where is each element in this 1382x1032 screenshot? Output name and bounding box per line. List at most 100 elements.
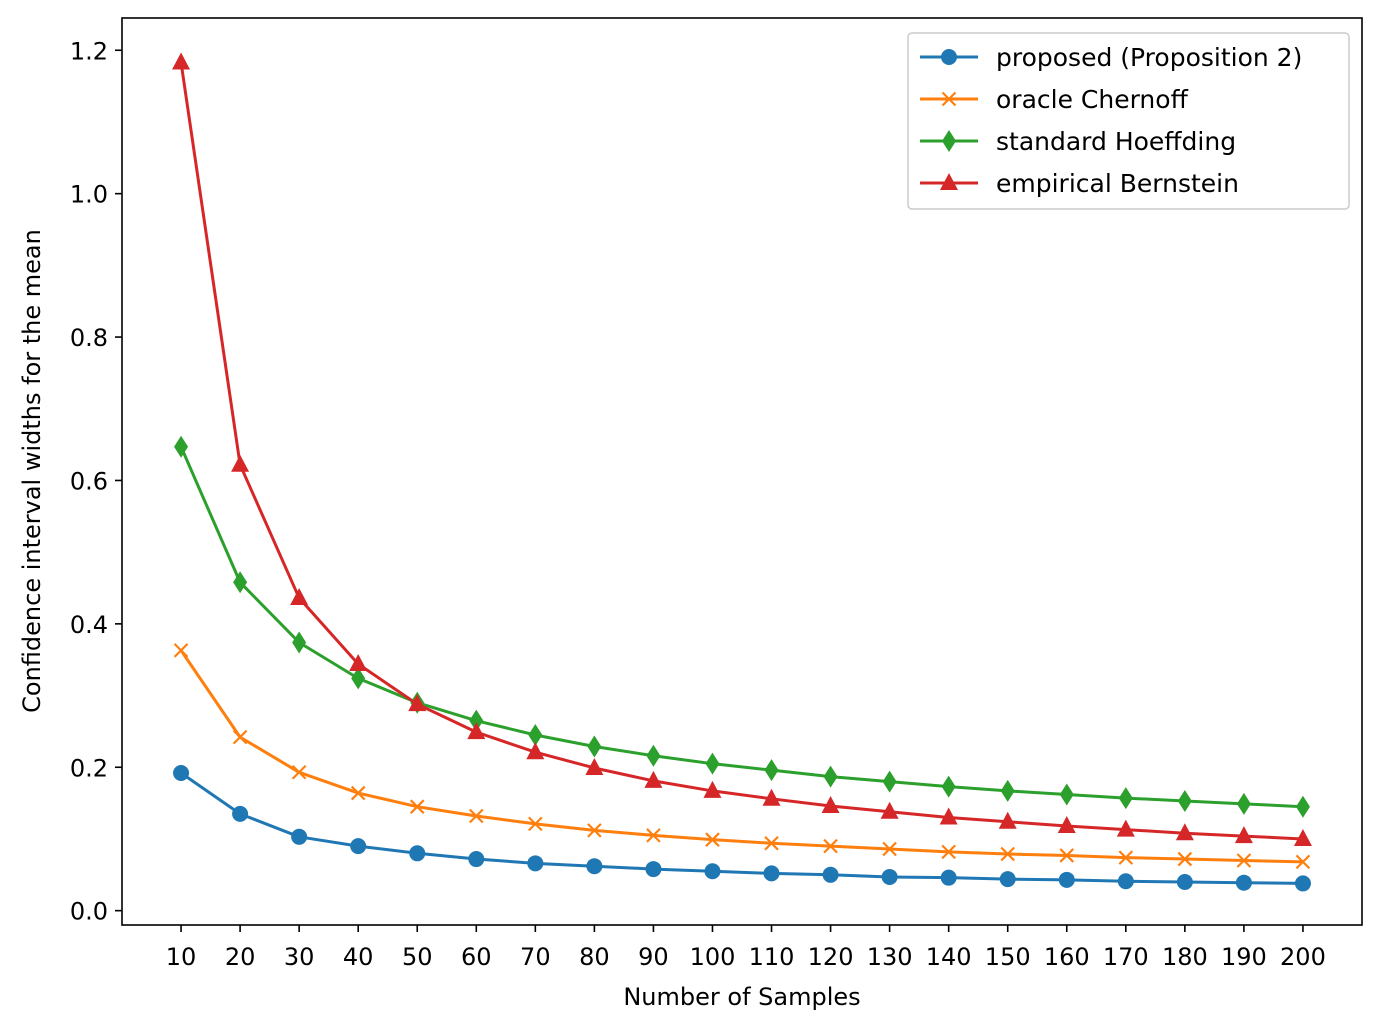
legend-marker bbox=[941, 91, 957, 107]
data-point bbox=[290, 588, 309, 606]
data-point bbox=[1058, 871, 1075, 888]
y-axis: 0.0 0.2 0.4 0.6 0.8 1.0 1.2 bbox=[70, 37, 122, 926]
data-point bbox=[232, 729, 248, 745]
data-point bbox=[1118, 787, 1133, 810]
data-point bbox=[939, 807, 958, 825]
series-line bbox=[179, 62, 1304, 841]
data-point bbox=[1295, 795, 1310, 818]
data-point bbox=[821, 795, 840, 813]
y-tick-label: 0.4 bbox=[70, 611, 108, 639]
data-point bbox=[703, 780, 722, 798]
plot-frame bbox=[121, 17, 1363, 926]
legend-label: empirical Bernstein bbox=[996, 169, 1239, 198]
x-tick-label: 160 bbox=[1044, 943, 1090, 971]
y-tick-label: 0.8 bbox=[70, 324, 108, 352]
data-point bbox=[350, 838, 367, 855]
data-point bbox=[1059, 848, 1075, 863]
data-point bbox=[350, 785, 366, 801]
data-point bbox=[1177, 851, 1193, 867]
data-point bbox=[409, 845, 426, 862]
data-point bbox=[349, 654, 368, 672]
data-point bbox=[351, 667, 366, 690]
legend-entry: oracle Chernoff bbox=[920, 85, 1189, 114]
legend-entry: proposed (Proposition 2) bbox=[920, 43, 1302, 72]
x-tick-label: 10 bbox=[166, 943, 197, 971]
data-point bbox=[467, 722, 486, 740]
x-tick-label: 50 bbox=[402, 943, 433, 971]
data-point bbox=[1294, 875, 1311, 892]
x-tick-label: 140 bbox=[926, 943, 972, 971]
data-point bbox=[764, 835, 779, 851]
data-point bbox=[941, 775, 956, 798]
data-point bbox=[644, 770, 663, 788]
series-line bbox=[179, 446, 1304, 809]
data-point bbox=[1000, 779, 1015, 802]
data-point bbox=[587, 735, 602, 758]
x-tick-label: 20 bbox=[225, 943, 256, 971]
data-point bbox=[172, 52, 191, 70]
data-point bbox=[527, 855, 544, 872]
data-point bbox=[1059, 783, 1074, 806]
data-point bbox=[645, 861, 662, 878]
data-point bbox=[1000, 846, 1015, 862]
legend-marker bbox=[941, 49, 957, 65]
data-point bbox=[881, 868, 898, 885]
data-point bbox=[469, 709, 484, 732]
x-tick-label: 100 bbox=[690, 943, 736, 971]
x-tick-label: 190 bbox=[1221, 943, 1267, 971]
legend-label: oracle Chernoff bbox=[996, 85, 1189, 114]
series-line bbox=[179, 649, 1303, 864]
x-axis-label: Number of Samples bbox=[623, 983, 860, 1011]
y-tick-label: 0.6 bbox=[70, 467, 108, 495]
data-point bbox=[408, 694, 427, 712]
data-point bbox=[1293, 828, 1312, 846]
data-point bbox=[468, 851, 485, 868]
data-point bbox=[291, 765, 307, 780]
data-point bbox=[704, 863, 721, 880]
data-point bbox=[646, 828, 661, 843]
data-point bbox=[1116, 819, 1135, 837]
data-point bbox=[585, 757, 604, 775]
y-tick-label: 0.2 bbox=[70, 754, 108, 782]
x-tick-label: 200 bbox=[1280, 943, 1326, 971]
data-point bbox=[174, 435, 189, 458]
x-tick-label: 120 bbox=[808, 943, 854, 971]
data-point bbox=[587, 823, 602, 838]
data-point bbox=[1235, 874, 1252, 891]
data-point bbox=[1175, 823, 1194, 841]
series-line bbox=[180, 771, 1303, 885]
x-tick-label: 70 bbox=[520, 943, 551, 971]
data-point bbox=[409, 799, 425, 814]
series-proposed-proposition-2 bbox=[173, 764, 1311, 892]
data-point bbox=[1234, 826, 1253, 844]
data-point bbox=[705, 752, 720, 775]
data-point bbox=[232, 805, 249, 822]
x-tick-label: 60 bbox=[461, 943, 492, 971]
data-point bbox=[1118, 850, 1134, 865]
x-axis: 10 20 30 40 50 60 70 80 90 100 110 120 130 140 150 160 1… bbox=[166, 925, 1326, 971]
x-tick-label: 30 bbox=[284, 943, 315, 971]
data-point bbox=[822, 866, 839, 883]
y-tick-label: 0.0 bbox=[70, 898, 108, 926]
x-tick-label: 80 bbox=[579, 943, 610, 971]
x-tick-label: 170 bbox=[1103, 943, 1149, 971]
data-point bbox=[1117, 873, 1134, 890]
data-point bbox=[880, 801, 899, 819]
y-tick-label: 1.2 bbox=[70, 37, 108, 65]
series-layer bbox=[172, 52, 1312, 892]
legend-box bbox=[907, 32, 1350, 210]
x-tick-label: 40 bbox=[343, 943, 374, 971]
data-point bbox=[233, 571, 248, 594]
data-point bbox=[469, 808, 484, 824]
data-point bbox=[940, 869, 957, 886]
data-point bbox=[999, 871, 1016, 888]
y-tick-label: 1.0 bbox=[70, 181, 108, 209]
data-point bbox=[823, 765, 838, 788]
y-axis-label: Confidence interval widths for the mean bbox=[18, 229, 46, 713]
data-point bbox=[292, 631, 307, 654]
data-point bbox=[173, 643, 189, 658]
x-tick-label: 110 bbox=[749, 943, 795, 971]
data-point bbox=[528, 723, 543, 746]
legend-entry: standard Hoeffding bbox=[920, 127, 1236, 156]
